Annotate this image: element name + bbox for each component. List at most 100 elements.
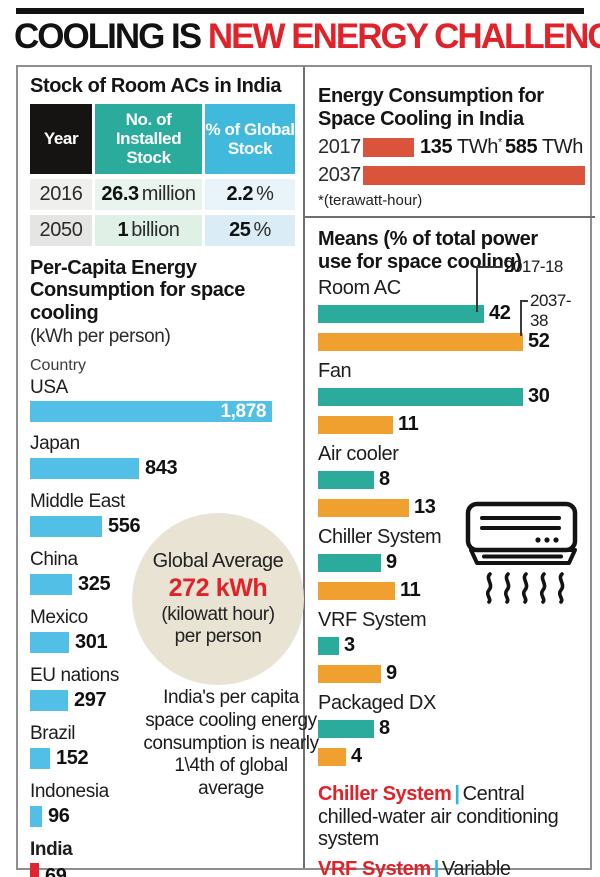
means-category-label: Chiller System bbox=[318, 526, 442, 549]
bar-value: 152 bbox=[56, 747, 89, 770]
page-title-red: NEW ENERGY CHALLENGE bbox=[207, 17, 600, 56]
country-bar-row: 325 bbox=[30, 573, 295, 596]
energy-bar bbox=[363, 166, 585, 186]
global-average-label: Global Average bbox=[152, 550, 284, 572]
definition-term: VRF System bbox=[318, 857, 431, 877]
means-bar-2037-38 bbox=[318, 332, 523, 351]
energy-consumption-title: Energy Consumption for Space Cooling in … bbox=[318, 85, 544, 130]
means-bar-2017-18 bbox=[318, 636, 339, 655]
means-category-label: Fan bbox=[318, 360, 352, 383]
definition-text: Variable Refrigerant Flow System bbox=[441, 857, 511, 877]
legend-2017-18: 2017-18 bbox=[504, 257, 563, 277]
page-title: COOLING IS NEW ENERGY CHALLENGE bbox=[14, 17, 600, 57]
bar-value: 4 bbox=[351, 745, 362, 768]
means-bar-2017-18 bbox=[318, 387, 523, 406]
means-bar-2017-18 bbox=[318, 470, 374, 489]
stock-table: Year No. of Installed Stock% of Global St… bbox=[30, 103, 295, 246]
table-cell: 2050 bbox=[30, 214, 92, 246]
means-category-label: Packaged DX bbox=[318, 692, 436, 715]
means-item: Packaged DX 8 4 bbox=[318, 692, 585, 768]
definition-separator: | bbox=[433, 857, 440, 877]
means-bar-row: 11 bbox=[318, 413, 585, 436]
means-bar-2037-38 bbox=[318, 581, 395, 600]
means-title: Means (% of total power use for space co… bbox=[318, 228, 538, 273]
means-bar-row: 9 bbox=[318, 551, 585, 574]
india-note: India's per capita space cooling energy … bbox=[143, 687, 319, 800]
per-capita-chart: USA 1,878 Japan 843 Middle East 556 China 325 Me… bbox=[30, 377, 295, 877]
country-bar-row: 69 bbox=[30, 863, 295, 877]
top-rule-divider bbox=[16, 8, 584, 14]
country-label: USA bbox=[30, 377, 68, 399]
country-bar: 1,878 bbox=[30, 400, 272, 423]
stock-table-title: Stock of Room ACs in India bbox=[30, 75, 282, 97]
country-label: Japan bbox=[30, 433, 80, 455]
means-item: Fan 30 11 bbox=[318, 360, 585, 436]
country-bar bbox=[30, 806, 42, 828]
left-column: Stock of Room ACs in India Year No. of In… bbox=[18, 67, 319, 877]
country-bar bbox=[30, 632, 69, 654]
callout-line-2037-38 bbox=[520, 300, 528, 337]
bar-value: 52 bbox=[528, 330, 550, 353]
energy-year-label: 2017 bbox=[318, 136, 361, 159]
table-cell: 2.2% bbox=[205, 178, 295, 210]
bar-value: 13 bbox=[414, 496, 436, 519]
country-bar bbox=[30, 863, 39, 877]
table-header-cell: No. of Installed Stock bbox=[95, 103, 202, 174]
legend-2037-38: 2037-38 bbox=[530, 291, 571, 331]
means-bar-row: 4 bbox=[318, 745, 585, 768]
page-title-black: COOLING IS bbox=[14, 17, 208, 56]
bar-value: 1,878 bbox=[220, 400, 266, 422]
global-average-per-person: per person bbox=[174, 626, 262, 647]
per-capita-item: India 69 bbox=[30, 839, 295, 877]
callout-line-2017-18 bbox=[476, 266, 502, 313]
country-bar bbox=[30, 574, 72, 596]
bar-value: 9 bbox=[386, 662, 397, 685]
terawatt-hour-note: *(terawatt-hour) bbox=[318, 192, 423, 210]
country-label: Middle East bbox=[30, 491, 125, 513]
country-bar-row: 843 bbox=[30, 457, 295, 480]
country-bar bbox=[30, 516, 102, 538]
means-category-label: Air cooler bbox=[318, 443, 399, 466]
per-capita-item: USA 1,878 bbox=[30, 377, 295, 423]
energy-year-label: 2037 bbox=[318, 164, 361, 187]
bar-value: 556 bbox=[108, 515, 141, 538]
country-label: Indonesia bbox=[30, 781, 109, 803]
means-item: Air cooler 8 13 bbox=[318, 443, 585, 519]
definition-term: Chiller System bbox=[318, 783, 452, 806]
bar-value: 843 bbox=[145, 457, 178, 480]
means-bar-2037-38 bbox=[318, 747, 346, 766]
country-bar bbox=[30, 458, 139, 480]
country-label: China bbox=[30, 549, 78, 571]
table-header-cell: Year bbox=[30, 103, 92, 174]
table-header-cell: % of Global Stock bbox=[205, 103, 295, 174]
global-average-unit: (kilowatt hour) bbox=[161, 604, 275, 625]
air-conditioner-icon bbox=[464, 501, 582, 610]
means-bar-row: 8 bbox=[318, 468, 585, 491]
bar-value: 8 bbox=[379, 468, 390, 491]
means-category-label: VRF System bbox=[318, 609, 427, 632]
country-bar bbox=[30, 748, 50, 770]
means-section: Means (% of total power use for space co… bbox=[305, 218, 595, 768]
means-bar-row: 9 bbox=[318, 662, 585, 685]
means-bar-row: 11 bbox=[318, 579, 585, 602]
country-bar-row: 1,878 bbox=[30, 400, 295, 423]
means-bar-2017-18 bbox=[318, 304, 484, 323]
table-cell: 25% bbox=[205, 214, 295, 246]
per-capita-item: Brazil 152 bbox=[30, 723, 295, 770]
bar-value: 9 bbox=[386, 551, 397, 574]
country-label: EU nations bbox=[30, 665, 119, 687]
bar-value: 30 bbox=[528, 385, 550, 408]
energy-bar-row: 2037 bbox=[318, 164, 585, 187]
right-column: Energy Consumption for Space Cooling in … bbox=[305, 67, 595, 877]
definition-item: Chiller System | Central chilled-water air… bbox=[318, 783, 585, 850]
energy-bar-value: 135 TWh* bbox=[420, 136, 502, 159]
means-category-label: Room AC bbox=[318, 277, 401, 300]
content-box: Stock of Room ACs in India Year No. of In… bbox=[16, 65, 595, 877]
section-divider bbox=[305, 216, 595, 219]
per-capita-item: Japan 843 bbox=[30, 433, 295, 480]
bar-value: 8 bbox=[379, 717, 390, 740]
country-label: Brazil bbox=[30, 723, 76, 745]
per-capita-item: Mexico 301 bbox=[30, 607, 295, 654]
definitions-list: Chiller System | Central chilled-water air… bbox=[305, 775, 595, 877]
